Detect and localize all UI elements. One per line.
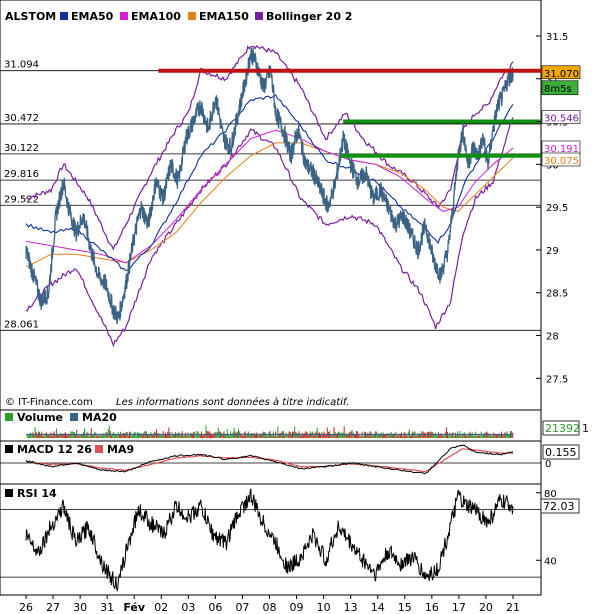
bollinger-lower (25, 117, 514, 348)
price-tag-box-0 (541, 65, 581, 80)
macd-panel: MACD 12 26 MA9 0.155 0 (0, 440, 580, 485)
rsi-axis-ticks: 80 40 (536, 489, 557, 567)
bollinger-upper (25, 45, 514, 251)
legend-swatch-ma9 (95, 445, 103, 453)
price-panel: 31.094 30.472 30.122 29.816 29.522 28.061 31.… (0, 0, 581, 411)
price-tag-3: 30.075 (544, 156, 579, 167)
legend-volume: Volume (17, 411, 63, 424)
legend-bollinger: Bollinger 20 2 (266, 10, 352, 23)
x-tick-label-8: 07 (235, 601, 249, 614)
ema100-line (25, 129, 514, 264)
price-tick-label-6: 28.5 (546, 289, 568, 300)
x-tick-label-13: 14 (371, 601, 385, 614)
legend-ema50: EMA50 (71, 10, 114, 23)
x-tick-label-0: 26 (19, 601, 33, 614)
rsi-panel: 80 40 RSI 14 72.03 (0, 483, 580, 596)
x-tick-label-9: 08 (263, 601, 277, 614)
price-tag-1: 30.546 (544, 114, 579, 125)
legend-ema150: EMA150 (199, 10, 249, 23)
volume-bars (26, 425, 514, 438)
macd-tag-box (542, 444, 580, 460)
x-axis: 26 27 30 31 Fév 02 03 06 07 08 09 10 13 14 15 16 17 20 21 (19, 595, 520, 614)
rsi-panel-frame (0, 483, 542, 596)
rsi-tick-label-0: 80 (544, 489, 557, 500)
copyright-text: © IT-Finance.com (5, 397, 93, 408)
legend-swatch-volume (5, 413, 13, 421)
x-tick-label-11: 10 (317, 601, 331, 614)
x-tick-label-5: 02 (154, 601, 168, 614)
x-tick-label-1: 27 (46, 601, 60, 614)
support-resistance-lines (158, 68, 541, 158)
macd-tag: 0.155 (545, 446, 577, 459)
macd-zero-tick: 0 (545, 459, 551, 470)
volume-panel: Volume MA20 21392 1 (0, 409, 589, 442)
x-tick-label-17: 20 (479, 601, 493, 614)
rsi-tag-box (540, 498, 580, 514)
price-series (25, 45, 514, 348)
rsi-tag: 72.03 (543, 500, 575, 513)
price-tag-box-1 (541, 110, 581, 124)
level-label-3: 29.816 (4, 169, 39, 180)
volume-tag-box (542, 420, 580, 436)
x-tick-label-12: 13 (344, 601, 358, 614)
legend-ema100: EMA100 (131, 10, 181, 23)
rsi-tick-label-1: 40 (544, 556, 557, 567)
x-tick-label-7: 06 (208, 601, 222, 614)
legend-macd: MACD 12 26 (17, 443, 92, 456)
legend-swatch-macd (5, 445, 13, 453)
macd-line (25, 444, 514, 475)
price-tick-label-1: 31 (546, 75, 559, 86)
legend-swatch-ema100 (120, 12, 128, 20)
price-tick-label-0: 31.5 (546, 32, 568, 43)
level-label-4: 29.522 (4, 194, 39, 205)
price-legend: ALSTOM EMA50 EMA100 EMA150 Bollinger 20 … (5, 10, 352, 23)
x-tick-label-2: 30 (73, 601, 87, 614)
level-label-2: 30.122 (4, 143, 39, 154)
price-tick-label-5: 29 (546, 246, 559, 257)
price-tag-box-3 (541, 152, 581, 167)
x-tick-label-4: Fév (123, 601, 146, 614)
timer-box (541, 80, 579, 96)
volume-tag: 21392 (545, 422, 580, 435)
x-tick-label-14: 15 (398, 601, 412, 614)
legend-swatch-bollinger (255, 12, 263, 20)
x-tick-label-6: 03 (181, 601, 195, 614)
disclaimer-text: Les informations sont données à titre in… (116, 396, 349, 408)
legend-swatch-ma20 (70, 413, 78, 421)
chart-title: ALSTOM (5, 10, 56, 23)
price-tick-label-7: 28 (546, 332, 559, 343)
legend-ma9: MA9 (107, 443, 134, 456)
volume-tag-suffix: 1 (582, 422, 589, 435)
level-label-1: 30.472 (4, 113, 39, 124)
price-tag-0: 31.070 (544, 69, 579, 80)
legend-rsi: RSI 14 (17, 487, 57, 500)
x-tick-label-16: 17 (452, 601, 466, 614)
x-tick-label-18: 21 (506, 601, 520, 614)
x-tick-label-15: 16 (425, 601, 439, 614)
x-tick-label-10: 09 (290, 601, 304, 614)
legend-swatch-ema150 (188, 12, 196, 20)
price-tag-2: 30.191 (544, 144, 579, 155)
macd-series (0, 444, 541, 475)
rsi-line (25, 488, 514, 593)
ema150-line (25, 142, 514, 268)
timer-label: 8m5s (544, 84, 572, 95)
ema50-line (25, 94, 514, 272)
level-label-5: 28.061 (4, 319, 39, 330)
legend-swatch-rsi (5, 489, 13, 497)
legend-swatch-ema50 (60, 12, 68, 20)
price-tick-label-4: 29.5 (546, 203, 568, 214)
price-tick-label-8: 27.5 (546, 374, 568, 385)
legend-ma20: MA20 (82, 411, 117, 424)
x-tick-label-3: 31 (100, 601, 114, 614)
rsi-series (0, 488, 541, 593)
level-label-0: 31.094 (4, 60, 39, 71)
